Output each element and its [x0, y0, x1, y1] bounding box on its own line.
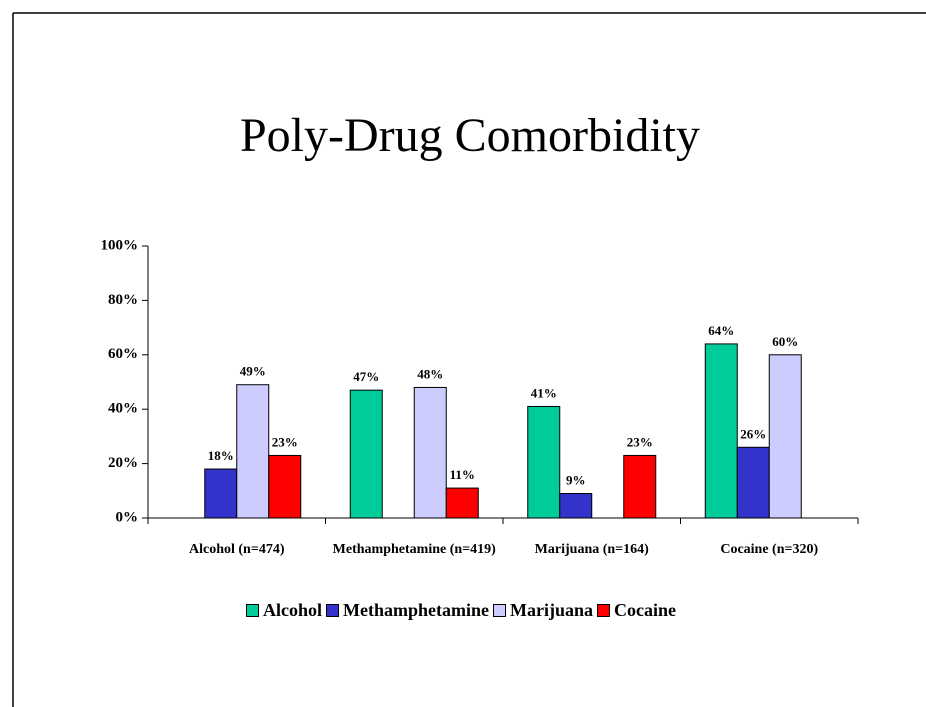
legend-swatch [246, 604, 259, 617]
bar [349, 389, 383, 519]
legend-swatch [597, 604, 610, 617]
y-tick-label: 80% [108, 292, 138, 308]
x-tick-label: Marijuana (n=164) [534, 542, 649, 557]
bar [736, 446, 770, 519]
chart-title: Poly-Drug Comorbidity [240, 109, 700, 162]
y-tick-label: 60% [108, 346, 138, 362]
legend-label: Alcohol [263, 600, 323, 620]
value-label: 64% [708, 323, 734, 338]
legend-item: Marijuana [493, 600, 593, 621]
bar [413, 386, 447, 519]
value-label: 18% [208, 448, 234, 463]
bar [268, 454, 302, 519]
y-tick-label: 40% [108, 401, 138, 417]
value-label: 26% [740, 426, 766, 441]
legend: Alcohol Methamphetamine Marijuana Cocaine [0, 600, 926, 621]
bar [527, 405, 561, 519]
x-tick-label: Methamphetamine (n=419) [332, 542, 496, 557]
value-label: 47% [353, 369, 379, 384]
y-tick-label: 0% [116, 509, 139, 525]
legend-label: Marijuana [510, 600, 593, 620]
bar [623, 454, 657, 519]
value-label: 41% [531, 385, 557, 400]
value-label: 23% [272, 434, 298, 449]
bar [559, 493, 593, 519]
value-label: 49% [240, 364, 266, 379]
legend-item: Alcohol [246, 600, 322, 621]
x-tick-label: Cocaine (n=320) [720, 542, 819, 557]
bar [768, 354, 802, 519]
legend-label: Methamphetamine [343, 600, 489, 620]
y-tick-label: 100% [101, 237, 139, 253]
bar [704, 343, 738, 519]
legend-swatch [493, 604, 506, 617]
bar [236, 384, 270, 519]
legend-item: Cocaine [597, 600, 676, 621]
y-tick-label: 20% [108, 455, 138, 471]
legend-label: Cocaine [614, 600, 676, 620]
legend-swatch [326, 604, 340, 617]
bar [445, 487, 479, 519]
value-label: 48% [417, 366, 443, 381]
value-label: 11% [450, 467, 475, 482]
x-tick-label: Alcohol (n=474) [189, 542, 285, 557]
value-label: 23% [627, 434, 653, 449]
value-label: 60% [772, 334, 798, 349]
value-label: 9% [566, 473, 586, 488]
bar [204, 468, 238, 519]
legend-item: Methamphetamine [326, 600, 489, 621]
